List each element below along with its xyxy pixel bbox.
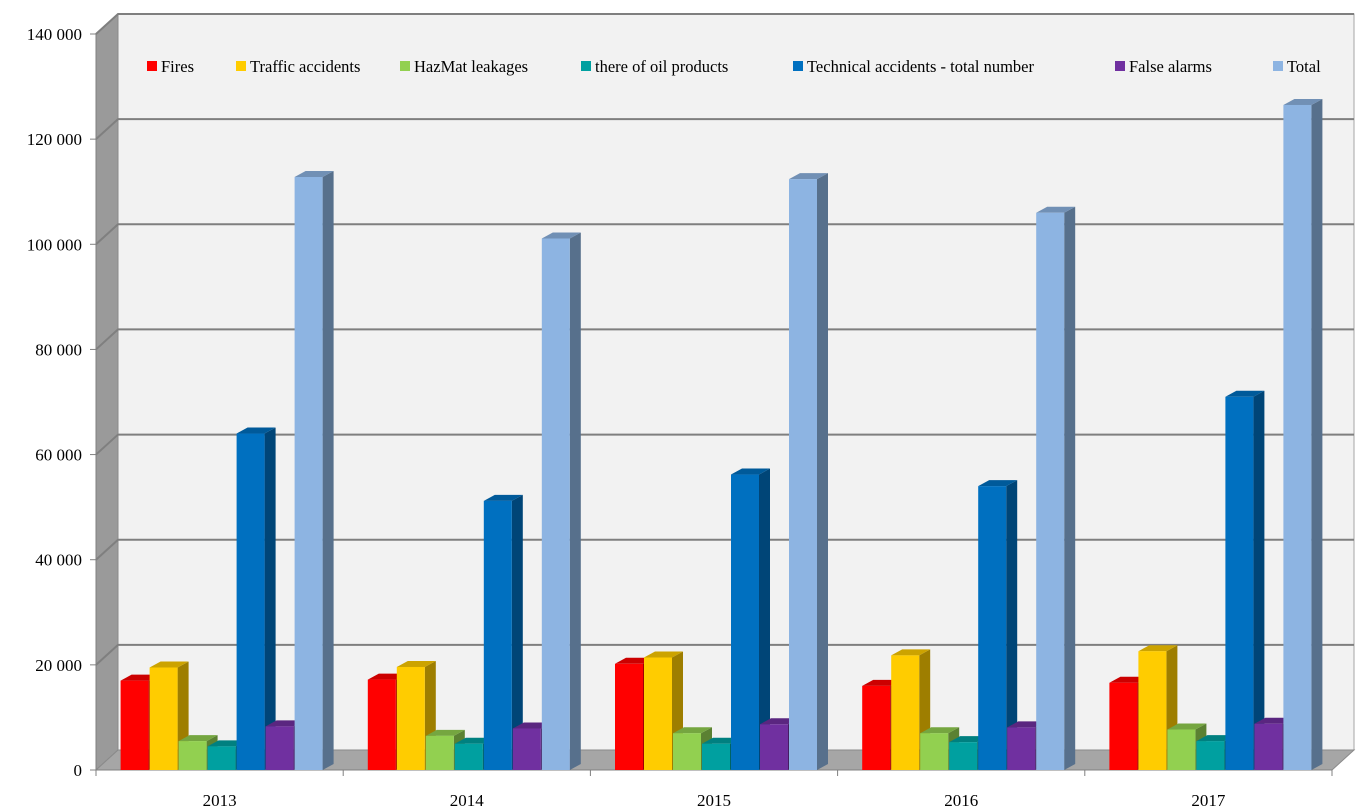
x-category-label: 2014 <box>450 791 485 810</box>
legend-swatch <box>147 61 157 71</box>
gridline <box>95 13 1354 35</box>
bar <box>236 427 276 770</box>
bar <box>541 232 581 770</box>
gridline <box>95 643 1354 666</box>
legend-item: there of oil products <box>581 57 728 76</box>
bar <box>1225 390 1265 770</box>
legend-swatch <box>400 61 410 71</box>
legend-item: HazMat leakages <box>400 57 528 76</box>
bar <box>731 468 770 770</box>
x-category-label: 2013 <box>203 791 237 810</box>
y-tick-label: 80 000 <box>35 340 82 359</box>
side-wall <box>95 12 119 772</box>
legend-item: Technical accidents - total number <box>793 57 1035 76</box>
legend-swatch <box>793 61 803 71</box>
x-category-label: 2016 <box>944 791 978 810</box>
y-axis: 0 20 000 40 000 60 000 80 000 100 000 120 000 1… <box>27 25 97 780</box>
legend-label: Technical accidents - total number <box>807 57 1035 76</box>
legend-swatch <box>581 61 591 71</box>
x-axis: 2013 2014 2015 2016 2017 <box>95 769 1333 810</box>
y-tick-label: 0 <box>74 761 83 780</box>
bar <box>483 494 523 770</box>
legend-swatch <box>1273 61 1283 71</box>
y-tick-label: 140 000 <box>27 25 82 44</box>
legend-item: Total <box>1273 57 1321 76</box>
legend-label: Traffic accidents <box>250 57 360 76</box>
y-tick-label: 100 000 <box>27 235 82 254</box>
gridlines <box>95 13 1354 666</box>
y-tick-label: 20 000 <box>35 656 82 675</box>
y-tick-label: 40 000 <box>35 551 82 570</box>
bars <box>120 98 1323 771</box>
legend-label: False alarms <box>1129 57 1212 76</box>
gridline <box>95 538 1354 561</box>
bar <box>294 170 334 771</box>
x-category-label: 2015 <box>697 791 731 810</box>
legend-item: Traffic accidents <box>236 57 360 76</box>
gridline <box>95 223 1354 246</box>
bar <box>789 173 828 770</box>
y-tick-label: 120 000 <box>27 130 82 149</box>
legend-swatch <box>236 61 246 71</box>
legend-label: HazMat leakages <box>414 57 528 76</box>
legend-item: False alarms <box>1115 57 1212 76</box>
gridline <box>95 433 1354 456</box>
x-category-label: 2017 <box>1191 791 1226 810</box>
legend-label: there of oil products <box>595 57 728 76</box>
bar <box>978 480 1018 770</box>
legend-label: Total <box>1287 57 1321 76</box>
legend-swatch <box>1115 61 1125 71</box>
bar <box>1283 98 1323 770</box>
legend-item: Fires <box>147 57 194 76</box>
legend-label: Fires <box>161 57 194 76</box>
legend: Fires Traffic accidents HazMat leakages the… <box>147 57 1321 76</box>
y-tick-label: 60 000 <box>35 446 82 465</box>
bar <box>1036 206 1076 770</box>
gridline <box>95 118 1354 140</box>
gridline <box>95 328 1354 351</box>
